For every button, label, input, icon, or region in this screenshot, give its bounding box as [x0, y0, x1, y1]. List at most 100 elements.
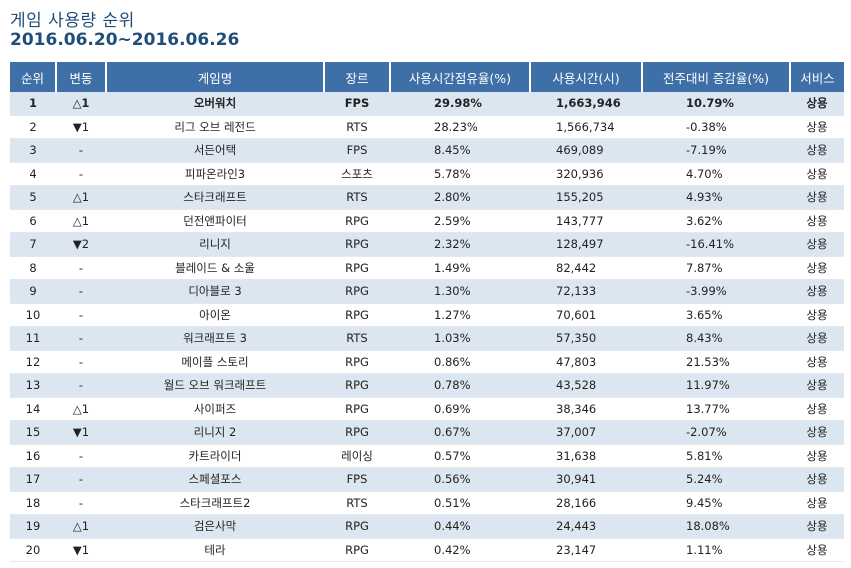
table-row: 13- 월드 오브 워크래프트 RPG 0.78% 43,528 11.97% 상용 — [10, 373, 844, 398]
date-range: 2016.06.20~2016.06.26 — [10, 30, 240, 50]
cell-share: 1.27% — [390, 303, 530, 327]
cell-service: 상용 — [790, 491, 844, 515]
table-row: 11- 워크래프트 3 RTS 1.03% 57,350 8.43% 상용 — [10, 326, 844, 351]
cell-share: 0.57% — [390, 444, 530, 468]
table-row: 9- 디아블로 3 RPG 1.30% 72,133 -3.99% 상용 — [10, 279, 844, 304]
cell-rank: 11 — [10, 326, 56, 351]
table-row: 3- 서든어택 FPS 8.45% 469,089 -7.19% 상용 — [10, 138, 844, 163]
cell-service: 상용 — [790, 303, 844, 327]
cell-game-name: 디아블로 3 — [106, 279, 324, 304]
cell-game-name: 메이플 스토리 — [106, 350, 324, 374]
cell-genre: RPG — [324, 303, 390, 327]
cell-share: 0.67% — [390, 420, 530, 445]
cell-rank: 19 — [10, 514, 56, 539]
cell-share: 1.30% — [390, 279, 530, 304]
cell-service: 상용 — [790, 279, 844, 304]
cell-hours: 24,443 — [530, 514, 642, 539]
cell-change: - — [56, 303, 106, 327]
cell-change: - — [56, 256, 106, 280]
cell-share: 2.59% — [390, 209, 530, 233]
cell-genre: RPG — [324, 209, 390, 233]
cell-rank: 14 — [10, 397, 56, 421]
cell-change: - — [56, 373, 106, 398]
cell-change: - — [56, 279, 106, 304]
table-row: 14 △1 사이퍼즈 RPG 0.69% 38,346 13.77% 상용 — [10, 397, 844, 421]
cell-delta: 3.65% — [642, 303, 790, 327]
col-header-hours: 사용시간(시) — [530, 62, 643, 92]
cell-change: ▼1 — [56, 538, 106, 562]
cell-rank: 16 — [10, 444, 56, 468]
col-header-service: 서비스 — [790, 62, 844, 92]
cell-delta: 4.70% — [642, 162, 790, 186]
cell-service: 상용 — [790, 538, 844, 562]
cell-genre: FPS — [324, 92, 390, 116]
cell-change: - — [56, 444, 106, 468]
cell-share: 29.98% — [390, 92, 530, 116]
cell-change: △1 — [56, 514, 106, 539]
cell-rank: 9 — [10, 279, 56, 304]
table-row: 1 △1 오버워치 FPS 29.98% 1,663,946 10.79% 상용 — [10, 92, 844, 116]
cell-delta: -2.07% — [642, 420, 790, 445]
cell-delta: -16.41% — [642, 232, 790, 257]
cell-genre: RPG — [324, 256, 390, 280]
cell-genre: RTS — [324, 115, 390, 139]
cell-share: 5.78% — [390, 162, 530, 186]
cell-game-name: 오버워치 — [106, 92, 324, 116]
cell-service: 상용 — [790, 92, 844, 116]
table-row: 16- 카트라이더 레이싱 0.57% 31,638 5.81% 상용 — [10, 444, 844, 468]
cell-hours: 43,528 — [530, 373, 642, 398]
cell-game-name: 블레이드 & 소울 — [106, 256, 324, 280]
cell-service: 상용 — [790, 350, 844, 374]
cell-rank: 12 — [10, 350, 56, 374]
cell-game-name: 리니지 2 — [106, 420, 324, 445]
cell-genre: RPG — [324, 232, 390, 257]
cell-service: 상용 — [790, 138, 844, 163]
table-row: 15 ▼1 리니지 2 RPG 0.67% 37,007 -2.07% 상용 — [10, 420, 844, 445]
col-header-rank: 순위 — [10, 62, 57, 92]
table-row: 10- 아이온 RPG 1.27% 70,601 3.65% 상용 — [10, 303, 844, 327]
cell-game-name: 리그 오브 레전드 — [106, 115, 324, 139]
cell-genre: RTS — [324, 491, 390, 515]
cell-hours: 320,936 — [530, 162, 642, 186]
table-row: 12- 메이플 스토리 RPG 0.86% 47,803 21.53% 상용 — [10, 350, 844, 374]
cell-service: 상용 — [790, 467, 844, 492]
cell-game-name: 피파온라인3 — [106, 162, 324, 186]
cell-delta: 9.45% — [642, 491, 790, 515]
cell-share: 2.80% — [390, 185, 530, 210]
cell-hours: 47,803 — [530, 350, 642, 374]
cell-rank: 7 — [10, 232, 56, 257]
cell-hours: 38,346 — [530, 397, 642, 421]
cell-genre: RPG — [324, 397, 390, 421]
cell-delta: 1.11% — [642, 538, 790, 562]
cell-service: 상용 — [790, 444, 844, 468]
col-header-genre: 장르 — [324, 62, 391, 92]
cell-genre: FPS — [324, 467, 390, 492]
cell-service: 상용 — [790, 162, 844, 186]
cell-hours: 37,007 — [530, 420, 642, 445]
cell-service: 상용 — [790, 420, 844, 445]
cell-rank: 18 — [10, 491, 56, 515]
cell-game-name: 사이퍼즈 — [106, 397, 324, 421]
cell-game-name: 검은사막 — [106, 514, 324, 539]
cell-delta: -3.99% — [642, 279, 790, 304]
col-header-delta: 전주대비 증감율(%) — [642, 62, 791, 92]
cell-hours: 31,638 — [530, 444, 642, 468]
cell-service: 상용 — [790, 256, 844, 280]
page-title: 게임 사용량 순위 — [10, 11, 135, 31]
cell-share: 2.32% — [390, 232, 530, 257]
cell-genre: RTS — [324, 185, 390, 210]
cell-game-name: 스타크래프트2 — [106, 491, 324, 515]
table-row: 20 ▼1 테라 RPG 0.42% 23,147 1.11% 상용 — [10, 538, 844, 562]
cell-hours: 128,497 — [530, 232, 642, 257]
cell-share: 8.45% — [390, 138, 530, 163]
cell-delta: -0.38% — [642, 115, 790, 139]
cell-hours: 469,089 — [530, 138, 642, 163]
cell-game-name: 카트라이더 — [106, 444, 324, 468]
cell-genre: RPG — [324, 279, 390, 304]
cell-hours: 72,133 — [530, 279, 642, 304]
cell-share: 28.23% — [390, 115, 530, 139]
col-header-share: 사용시간점유율(%) — [390, 62, 531, 92]
cell-genre: RPG — [324, 420, 390, 445]
cell-service: 상용 — [790, 232, 844, 257]
cell-hours: 70,601 — [530, 303, 642, 327]
